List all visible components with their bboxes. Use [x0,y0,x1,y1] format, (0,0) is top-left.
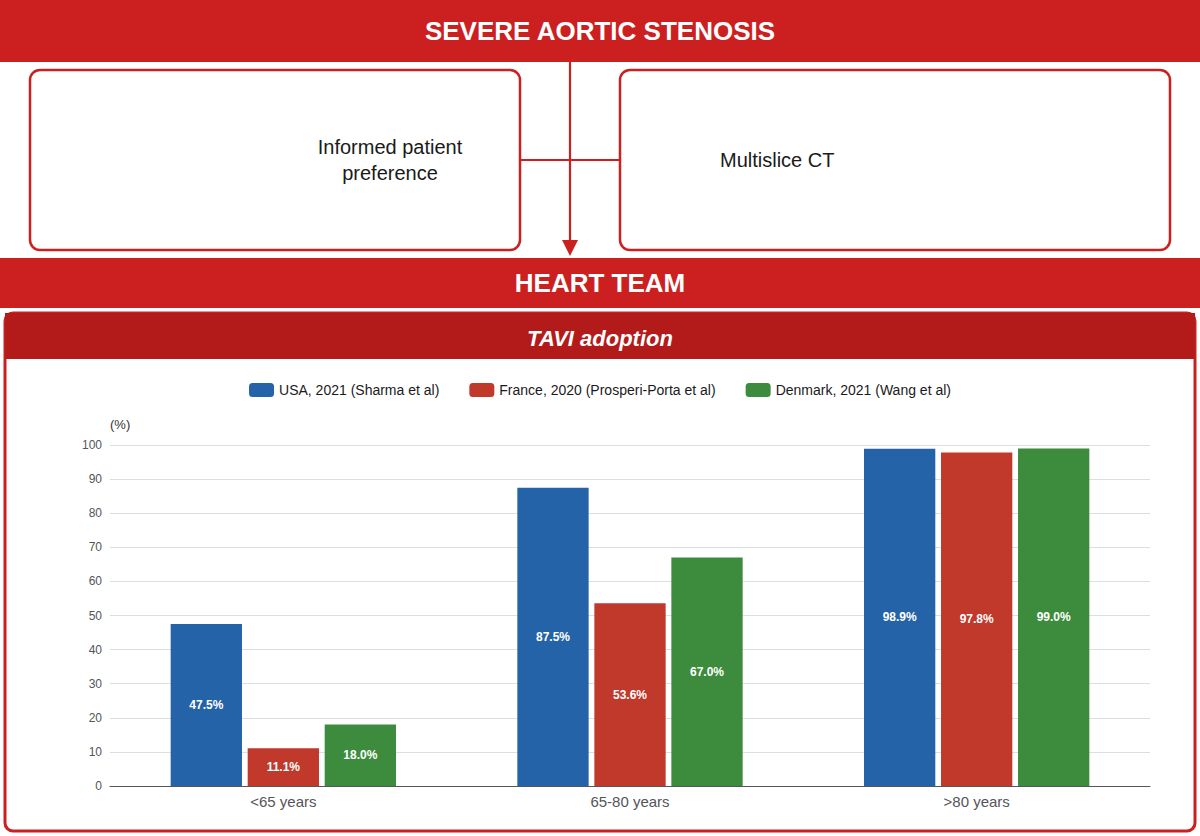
svg-text:TAVI adoption: TAVI adoption [527,326,673,351]
svg-text:USA, 2021 (Sharma et al): USA, 2021 (Sharma et al) [279,382,439,398]
svg-text:France, 2020 (Prosperi-Porta e: France, 2020 (Prosperi-Porta et al) [499,382,715,398]
svg-text:87.5%: 87.5% [536,630,570,644]
svg-text:65-80 years: 65-80 years [590,793,669,810]
svg-text:(%): (%) [110,417,130,432]
svg-text:20: 20 [89,711,103,725]
svg-text:67.0%: 67.0% [690,665,724,679]
svg-text:<65 years: <65 years [250,793,316,810]
svg-text:Multislice CT: Multislice CT [720,149,834,171]
svg-text:80: 80 [89,506,103,520]
svg-text:90: 90 [89,472,103,486]
svg-text:preference: preference [342,162,438,184]
svg-text:47.5%: 47.5% [189,698,223,712]
svg-text:40: 40 [89,643,103,657]
svg-text:HEART TEAM: HEART TEAM [515,268,685,298]
svg-text:70: 70 [89,540,103,554]
svg-text:30: 30 [89,677,103,691]
svg-text:0: 0 [95,779,102,793]
svg-text:18.0%: 18.0% [343,748,377,762]
svg-text:Informed patient: Informed patient [318,136,463,158]
svg-text:11.1%: 11.1% [267,760,301,774]
svg-text:Denmark, 2021 (Wang et al): Denmark, 2021 (Wang et al) [776,382,951,398]
svg-text:53.6%: 53.6% [613,688,647,702]
svg-text:99.0%: 99.0% [1037,610,1071,624]
svg-text:SEVERE AORTIC STENOSIS: SEVERE AORTIC STENOSIS [425,16,775,46]
svg-text:60: 60 [89,574,103,588]
svg-text:100: 100 [82,438,102,452]
svg-text:50: 50 [89,609,103,623]
svg-text:>80 years: >80 years [944,793,1010,810]
svg-text:97.8%: 97.8% [960,612,994,626]
svg-text:98.9%: 98.9% [883,610,917,624]
svg-text:10: 10 [89,745,103,759]
